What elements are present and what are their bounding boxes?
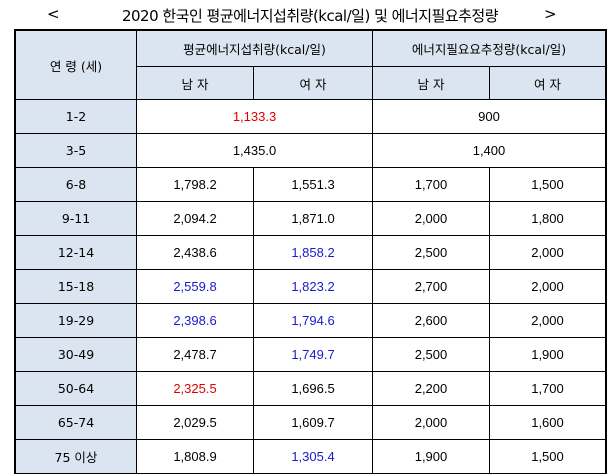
female-intake-cell: 1,609.7	[253, 405, 373, 440]
female-intake-cell: 1,871.0	[253, 201, 373, 236]
female-requirement-cell: 1,600	[489, 405, 606, 440]
age-cell: 15-18	[15, 269, 137, 304]
table-row: 12-14 2,438.6 1,858.2 2,500 2,000	[15, 235, 606, 270]
requirement-merged-cell: 900	[372, 99, 606, 134]
intake-merged-cell: 1,435.0	[136, 133, 373, 168]
female-requirement-cell: 2,000	[489, 303, 606, 338]
female-intake-cell: 1,696.5	[253, 371, 373, 406]
female-requirement-cell: 2,000	[489, 269, 606, 304]
age-cell: 19-29	[15, 303, 137, 338]
table-row: 75 이상 1,808.9 1,305.4 1,900 1,500	[15, 439, 606, 474]
male-requirement-cell: 2,600	[372, 303, 490, 338]
header-age: 연 령 (세)	[15, 30, 137, 100]
female-intake-cell: 1,551.3	[253, 167, 373, 202]
female-intake-cell: 1,858.2	[253, 235, 373, 270]
header-req-female: 여 자	[489, 66, 606, 100]
male-requirement-cell: 2,700	[372, 269, 490, 304]
male-requirement-cell: 2,200	[372, 371, 490, 406]
table-body: 1-2 1,133.3 900 3-5 1,435.0 1,400 6-8 1,798.2 1,…	[15, 99, 606, 474]
male-intake-cell: 2,559.8	[136, 269, 254, 304]
age-cell: 1-2	[15, 99, 137, 134]
male-requirement-cell: 1,900	[372, 439, 490, 474]
table-title: < 2020 한국인 평균에너지섭취량(kcal/일) 및 에너지필요추정량 >	[0, 0, 616, 30]
table-row: 9-11 2,094.2 1,871.0 2,000 1,800	[15, 201, 606, 236]
female-requirement-cell: 1,500	[489, 439, 606, 474]
male-requirement-cell: 2,000	[372, 405, 490, 440]
male-intake-cell: 1,808.9	[136, 439, 254, 474]
male-intake-cell: 2,478.7	[136, 337, 254, 372]
age-cell: 9-11	[15, 201, 137, 236]
header-req-male: 남 자	[372, 66, 490, 100]
female-intake-cell: 1,749.7	[253, 337, 373, 372]
intake-merged-cell: 1,133.3	[136, 99, 373, 134]
male-requirement-cell: 2,500	[372, 235, 490, 270]
male-intake-cell: 2,325.5	[136, 371, 254, 406]
male-intake-cell: 2,438.6	[136, 235, 254, 270]
male-requirement-cell: 2,500	[372, 337, 490, 372]
table-row: 1-2 1,133.3 900	[15, 99, 606, 134]
table-row: 50-64 2,325.5 1,696.5 2,200 1,700	[15, 371, 606, 406]
table-row: 15-18 2,559.8 1,823.2 2,700 2,000	[15, 269, 606, 304]
male-intake-cell: 1,798.2	[136, 167, 254, 202]
female-intake-cell: 1,823.2	[253, 269, 373, 304]
female-requirement-cell: 2,000	[489, 235, 606, 270]
header-intake: 평균에너지섭취량(kcal/일)	[136, 30, 373, 67]
title-right-bracket: >	[544, 5, 557, 23]
male-intake-cell: 2,029.5	[136, 405, 254, 440]
header-intake-male: 남 자	[136, 66, 254, 100]
requirement-merged-cell: 1,400	[372, 133, 606, 168]
energy-table: 연 령 (세) 평균에너지섭취량(kcal/일) 에너지필요요추정량(kcal/…	[14, 29, 607, 474]
age-cell: 30-49	[15, 337, 137, 372]
age-cell: 50-64	[15, 371, 137, 406]
table-row: 65-74 2,029.5 1,609.7 2,000 1,600	[15, 405, 606, 440]
female-requirement-cell: 1,500	[489, 167, 606, 202]
table-row: 30-49 2,478.7 1,749.7 2,500 1,900	[15, 337, 606, 372]
table-row: 6-8 1,798.2 1,551.3 1,700 1,500	[15, 167, 606, 202]
header-intake-female: 여 자	[253, 66, 373, 100]
age-cell: 65-74	[15, 405, 137, 440]
female-requirement-cell: 1,800	[489, 201, 606, 236]
table-row: 19-29 2,398.6 1,794.6 2,600 2,000	[15, 303, 606, 338]
male-requirement-cell: 1,700	[372, 167, 490, 202]
age-cell: 75 이상	[15, 439, 137, 474]
male-intake-cell: 2,094.2	[136, 201, 254, 236]
male-requirement-cell: 2,000	[372, 201, 490, 236]
header-requirement: 에너지필요요추정량(kcal/일)	[372, 30, 606, 67]
male-intake-cell: 2,398.6	[136, 303, 254, 338]
female-intake-cell: 1,794.6	[253, 303, 373, 338]
female-requirement-cell: 1,900	[489, 337, 606, 372]
title-left-bracket: <	[47, 5, 60, 23]
age-cell: 6-8	[15, 167, 137, 202]
female-intake-cell: 1,305.4	[253, 439, 373, 474]
title-text: 2020 한국인 평균에너지섭취량(kcal/일) 및 에너지필요추정량	[121, 7, 499, 25]
table-row: 3-5 1,435.0 1,400	[15, 133, 606, 168]
female-requirement-cell: 1,700	[489, 371, 606, 406]
age-cell: 12-14	[15, 235, 137, 270]
age-cell: 3-5	[15, 133, 137, 168]
